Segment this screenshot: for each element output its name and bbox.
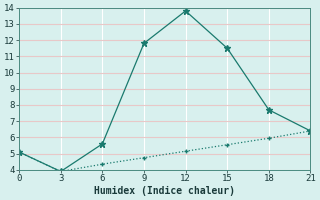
X-axis label: Humidex (Indice chaleur): Humidex (Indice chaleur) — [94, 186, 235, 196]
